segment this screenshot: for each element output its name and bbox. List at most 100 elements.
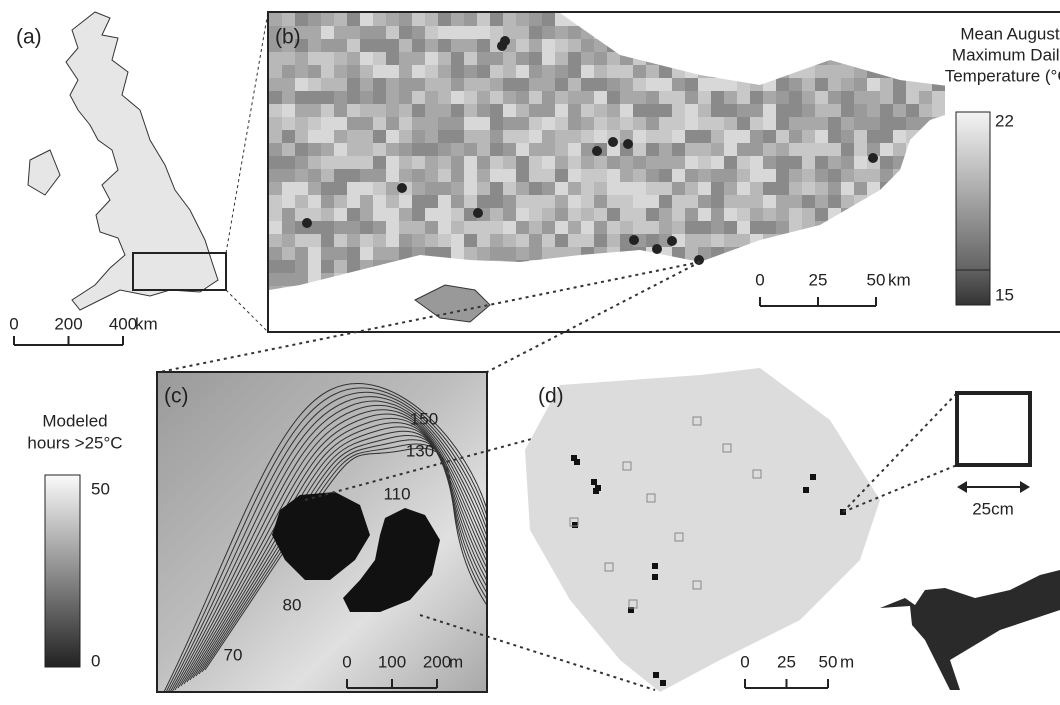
raster-cell — [698, 169, 711, 182]
raster-cell — [347, 117, 360, 130]
raster-cell — [789, 156, 802, 169]
ireland-fragment — [28, 150, 60, 195]
raster-cell — [334, 130, 347, 143]
raster-cell — [269, 156, 282, 169]
raster-cell — [880, 130, 893, 143]
raster-cell — [542, 26, 555, 39]
raster-cell — [620, 156, 633, 169]
raster-cell — [854, 156, 867, 169]
raster-cell — [308, 247, 321, 260]
raster-cell — [399, 130, 412, 143]
raster-cell — [269, 234, 282, 247]
raster-cell — [815, 104, 828, 117]
raster-cell — [321, 156, 334, 169]
site — [623, 139, 633, 149]
raster-cell — [295, 143, 308, 156]
raster-cell — [516, 208, 529, 221]
raster-cell — [438, 208, 451, 221]
raster-cell — [607, 65, 620, 78]
raster-cell — [542, 234, 555, 247]
raster-cell — [828, 130, 841, 143]
raster-cell — [295, 91, 308, 104]
raster-cell — [295, 156, 308, 169]
raster-cell — [789, 195, 802, 208]
raster-cell — [477, 143, 490, 156]
raster-cell — [581, 39, 594, 52]
legend-max: 50 — [91, 479, 110, 498]
raster-cell — [360, 221, 373, 234]
raster-cell — [321, 130, 334, 143]
raster-cell — [737, 117, 750, 130]
raster-cell — [438, 26, 451, 39]
raster-cell — [594, 104, 607, 117]
raster-cell — [633, 143, 646, 156]
raster-cell — [672, 117, 685, 130]
raster-cell — [620, 91, 633, 104]
raster-cell — [412, 13, 425, 26]
raster-cell — [685, 221, 698, 234]
raster-cell — [282, 78, 295, 91]
raster-cell — [646, 195, 659, 208]
raster-cell — [477, 221, 490, 234]
raster-cell — [594, 78, 607, 91]
raster-cell — [321, 39, 334, 52]
raster-cell — [373, 234, 386, 247]
raster-cell — [542, 13, 555, 26]
raster-cell — [347, 182, 360, 195]
raster-cell — [503, 156, 516, 169]
raster-cell — [425, 130, 438, 143]
raster-cell — [802, 208, 815, 221]
raster-cell — [932, 91, 945, 104]
raster-cell — [555, 104, 568, 117]
raster-cell — [932, 104, 945, 117]
raster-cell — [555, 65, 568, 78]
raster-cell — [789, 104, 802, 117]
raster-cell — [425, 143, 438, 156]
raster-cell — [360, 13, 373, 26]
raster-cell — [633, 117, 646, 130]
raster-cell — [386, 169, 399, 182]
raster-cell — [282, 156, 295, 169]
raster-cell — [503, 65, 516, 78]
raster-cell — [724, 117, 737, 130]
raster-cell — [711, 234, 724, 247]
raster-cell — [321, 221, 334, 234]
butterfly — [880, 570, 1060, 690]
raster-cell — [490, 104, 503, 117]
raster-cell — [555, 156, 568, 169]
raster-cell — [490, 247, 503, 260]
raster-cell — [841, 78, 854, 91]
raster-cell — [698, 221, 711, 234]
raster-cell — [438, 221, 451, 234]
raster-cell — [542, 130, 555, 143]
raster-cell — [750, 91, 763, 104]
raster-cell — [347, 208, 360, 221]
raster-cell — [828, 156, 841, 169]
raster-cell — [490, 234, 503, 247]
raster-cell — [321, 13, 334, 26]
raster-cell — [477, 65, 490, 78]
raster-cell — [438, 195, 451, 208]
raster-cell — [607, 104, 620, 117]
legend-max: 22 — [995, 111, 1014, 130]
raster-cell — [321, 104, 334, 117]
raster-cell — [646, 143, 659, 156]
raster-cell — [386, 143, 399, 156]
raster-cell — [412, 208, 425, 221]
raster-cell — [750, 143, 763, 156]
raster-cell — [516, 247, 529, 260]
raster-cell — [737, 182, 750, 195]
raster-cell — [386, 52, 399, 65]
raster-cell — [451, 26, 464, 39]
raster-cell — [334, 156, 347, 169]
raster-cell — [620, 104, 633, 117]
raster-cell — [750, 221, 763, 234]
raster-cell — [685, 104, 698, 117]
raster-cell — [373, 130, 386, 143]
raster-cell — [477, 104, 490, 117]
raster-cell — [581, 234, 594, 247]
raster-cell — [568, 78, 581, 91]
raster-cell — [516, 26, 529, 39]
raster-cell — [399, 26, 412, 39]
raster-cell — [802, 91, 815, 104]
